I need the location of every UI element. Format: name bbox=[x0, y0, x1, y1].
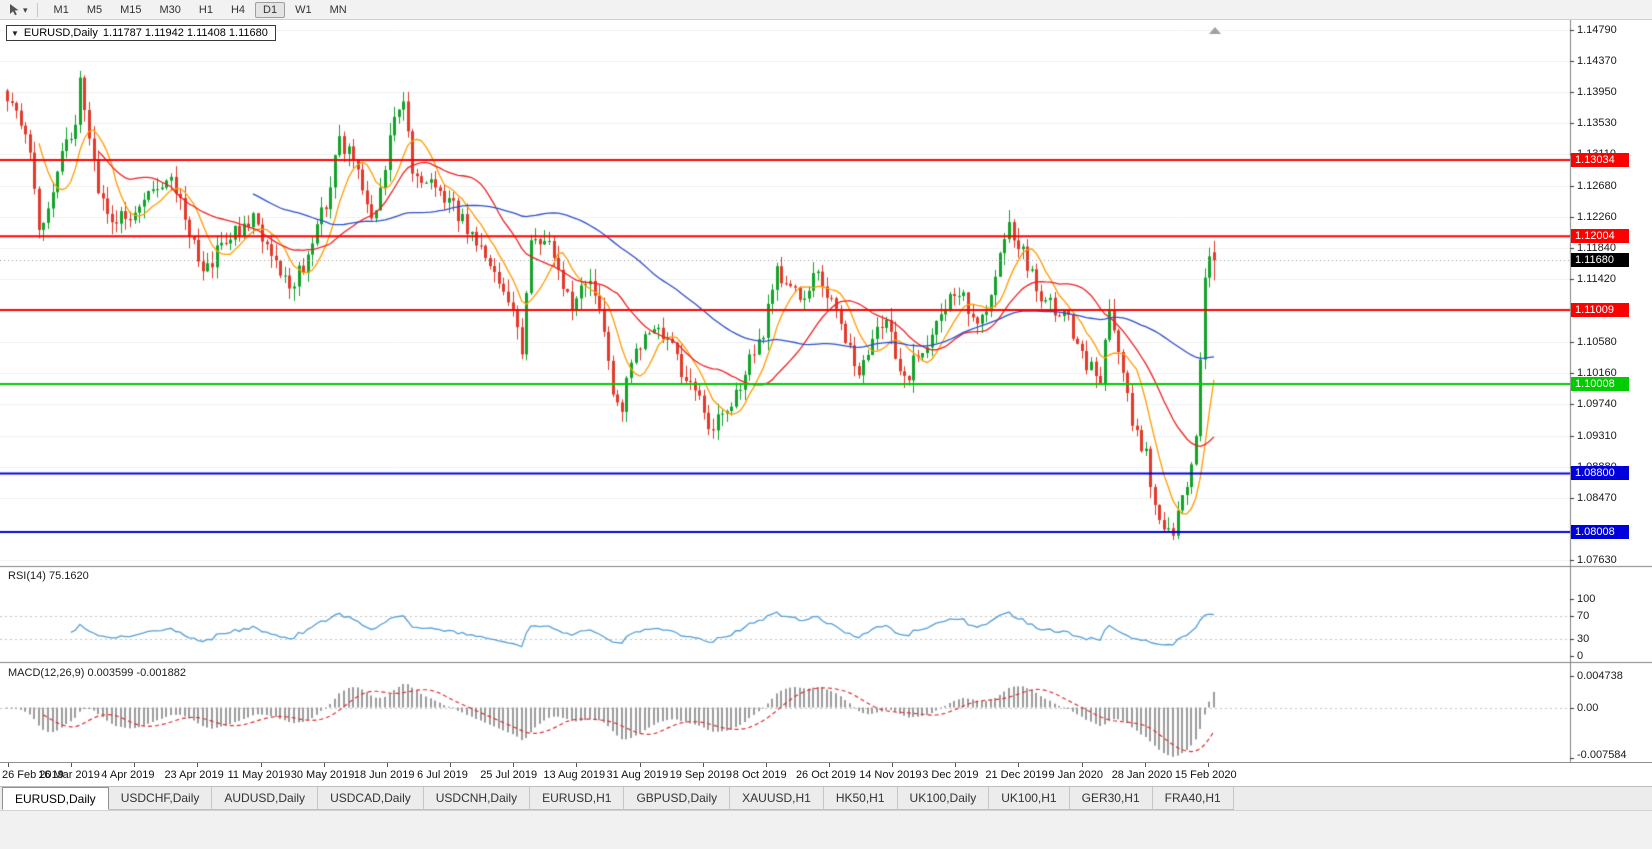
timeframe-button-w1[interactable]: W1 bbox=[295, 3, 312, 16]
date-axis-tick bbox=[892, 763, 894, 767]
date-axis-tick bbox=[1081, 763, 1083, 767]
date-axis-label: 25 Jul 2019 bbox=[480, 769, 538, 781]
date-axis-tick bbox=[197, 763, 199, 767]
date-axis-label: 3 Dec 2019 bbox=[922, 769, 979, 781]
date-axis-tick bbox=[1018, 763, 1020, 767]
date-axis-tick bbox=[134, 763, 136, 767]
date-axis-label: 28 Jan 2020 bbox=[1111, 769, 1173, 781]
chart-tab-xauusd-h1[interactable]: XAUUSD,H1 bbox=[730, 787, 824, 810]
date-axis-label: 11 May 2019 bbox=[227, 769, 291, 781]
timeframe-button-h1[interactable]: H1 bbox=[198, 3, 213, 16]
cursor-tool-icon bbox=[10, 3, 19, 15]
date-axis-label: 21 Dec 2019 bbox=[985, 769, 1048, 781]
chart-symbol-title: EURUSD,Daily bbox=[23, 27, 98, 39]
date-axis-tick bbox=[513, 763, 515, 767]
date-axis-label: 18 Jun 2019 bbox=[353, 769, 415, 781]
date-axis-tick bbox=[323, 763, 325, 767]
cursor-tool-button[interactable]: ▾ bbox=[4, 2, 31, 18]
date-axis-tick bbox=[828, 763, 830, 767]
date-axis-label: 9 Jan 2020 bbox=[1048, 769, 1103, 781]
date-axis-label: 19 Sep 2019 bbox=[669, 769, 733, 781]
rsi-indicator-label: RSI(14) 75.1620 bbox=[8, 570, 89, 582]
chart-tab-gbpusd-daily[interactable]: GBPUSD,Daily bbox=[624, 787, 731, 810]
date-axis-label: 26 Feb 2019 bbox=[2, 769, 64, 781]
collapse-triangle-icon[interactable]: ▼ bbox=[11, 28, 19, 38]
chart-tab-ger30-h1[interactable]: GER30,H1 bbox=[1069, 787, 1153, 810]
date-axis-tick bbox=[71, 763, 73, 767]
chart-tab-uk100-h1[interactable]: UK100,H1 bbox=[989, 787, 1070, 810]
timeframe-button-mn[interactable]: MN bbox=[329, 3, 347, 16]
chart-tab-uk100-daily[interactable]: UK100,Daily bbox=[897, 787, 990, 810]
timeframe-button-group: M1 M5 M15 M30 H1 H4 D1 W1 MN bbox=[46, 1, 355, 18]
chart-tabs-bar: EURUSD,Daily USDCHF,Daily AUDUSD,Daily USDC… bbox=[0, 786, 1652, 810]
chart-tab-usdcnh-daily[interactable]: USDCNH,Daily bbox=[423, 787, 531, 810]
date-axis-tick bbox=[8, 763, 9, 767]
chart-area: ▼ EURUSD,Daily 1.11787 1.11942 1.11408 1… bbox=[0, 20, 1652, 762]
date-axis-tick bbox=[450, 763, 452, 767]
macd-indicator-label: MACD(12,26,9) 0.003599 -0.001882 bbox=[8, 667, 186, 679]
date-axis-tick bbox=[260, 763, 262, 767]
chevron-down-icon: ▾ bbox=[23, 4, 28, 15]
chart-tab-eurusd-daily[interactable]: EURUSD,Daily bbox=[2, 787, 109, 810]
date-axis-label: 14 Nov 2019 bbox=[859, 769, 922, 781]
chart-tab-fra40-h1[interactable]: FRA40,H1 bbox=[1152, 787, 1234, 810]
toolbar-separator bbox=[36, 2, 38, 17]
timeframe-button-m30[interactable]: M30 bbox=[159, 3, 181, 16]
date-axis-label: 15 Feb 2020 bbox=[1174, 769, 1237, 781]
timeframe-toolbar: ▾ M1 M5 M15 M30 H1 H4 D1 W1 MN bbox=[0, 0, 1652, 20]
date-axis-tick bbox=[955, 763, 957, 767]
chart-tab-eurusd-h1[interactable]: EURUSD,H1 bbox=[530, 787, 625, 810]
chart-title-box[interactable]: ▼ EURUSD,Daily 1.11787 1.11942 1.11408 1… bbox=[6, 25, 276, 41]
date-axis-label: 8 Oct 2019 bbox=[732, 769, 787, 781]
date-axis-label: 6 Jul 2019 bbox=[417, 769, 468, 781]
timeframe-button-m15[interactable]: M15 bbox=[120, 3, 142, 16]
date-axis-tick bbox=[386, 763, 388, 767]
status-bar bbox=[0, 810, 1652, 849]
date-axis-tick bbox=[765, 763, 767, 767]
date-axis-tick bbox=[702, 763, 704, 767]
date-axis-label: 30 May 2019 bbox=[290, 769, 355, 781]
date-axis-label: 16 Mar 2019 bbox=[38, 769, 100, 781]
timeframe-button-h4[interactable]: H4 bbox=[230, 3, 246, 16]
chart-tab-audusd-daily[interactable]: AUDUSD,Daily bbox=[212, 787, 319, 810]
date-axis-tick bbox=[639, 763, 641, 767]
date-axis-tick bbox=[1207, 763, 1209, 767]
chart-ohlc-values: 1.11787 1.11942 1.11408 1.11680 bbox=[102, 27, 268, 39]
date-axis-label: 13 Aug 2019 bbox=[543, 769, 606, 781]
chart-tab-hk50-h1[interactable]: HK50,H1 bbox=[823, 787, 898, 810]
date-axis: 26 Feb 2019 16 Mar 2019 4 Apr 2019 23 Apr 2… bbox=[0, 762, 1652, 786]
timeframe-button-d1[interactable]: D1 bbox=[255, 1, 286, 18]
date-axis-tick bbox=[576, 763, 578, 767]
date-axis-label: 26 Oct 2019 bbox=[795, 769, 856, 781]
date-axis-tick bbox=[1144, 763, 1146, 767]
chart-tab-usdchf-daily[interactable]: USDCHF,Daily bbox=[108, 787, 213, 810]
date-axis-label: 31 Aug 2019 bbox=[606, 769, 669, 781]
timeframe-button-m1[interactable]: M1 bbox=[53, 3, 69, 16]
date-axis-label: 4 Apr 2019 bbox=[101, 769, 155, 781]
date-axis-label: 23 Apr 2019 bbox=[164, 769, 224, 781]
price-chart-canvas[interactable] bbox=[0, 20, 1652, 762]
timeframe-button-m5[interactable]: M5 bbox=[86, 3, 103, 16]
chart-tab-usdcad-daily[interactable]: USDCAD,Daily bbox=[318, 787, 424, 810]
